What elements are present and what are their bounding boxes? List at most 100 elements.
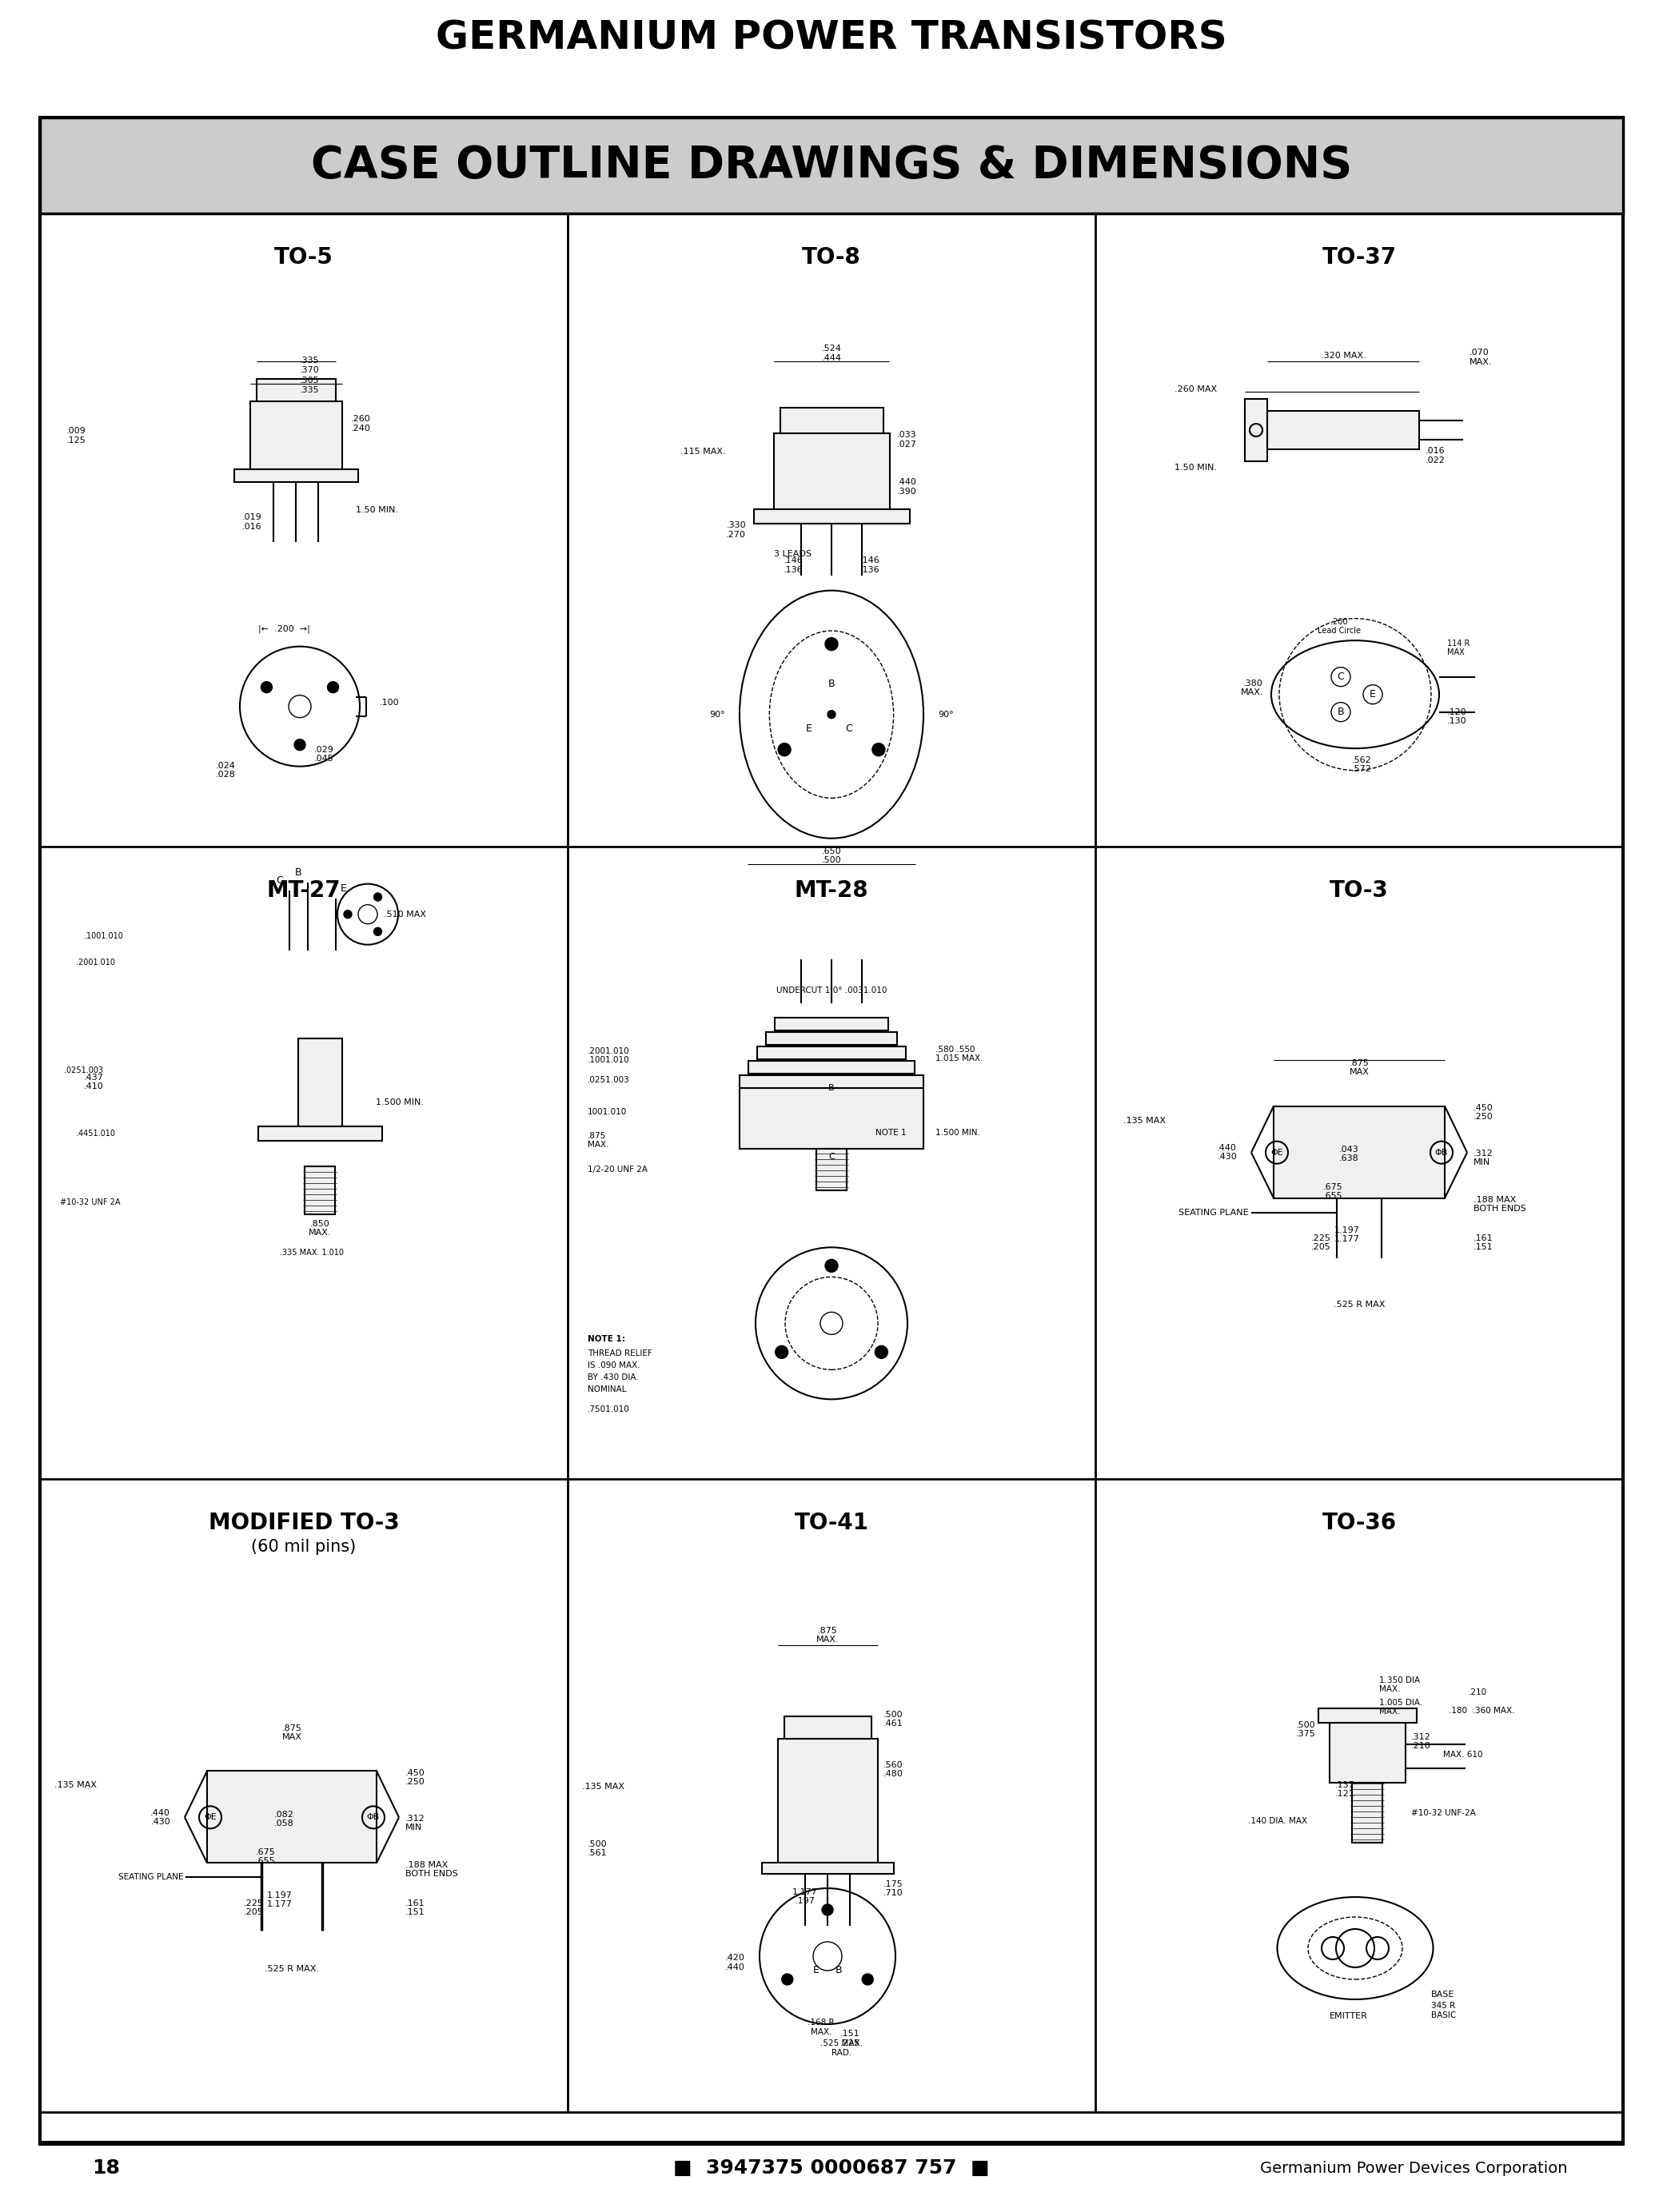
Text: CASE OUTLINE DRAWINGS & DIMENSIONS: CASE OUTLINE DRAWINGS & DIMENSIONS [311, 144, 1352, 188]
Text: .210: .210 [1468, 1688, 1487, 1697]
Text: NOTE 1: NOTE 1 [875, 1128, 906, 1137]
Bar [1330, 1723, 1405, 1783]
Text: .120
.130: .120 .130 [1447, 708, 1467, 726]
Text: 1/2-20 UNF 2A: 1/2-20 UNF 2A [587, 1166, 647, 1172]
Text: .305
.335: .305 .335 [299, 376, 319, 394]
Text: E: E [813, 1966, 820, 1975]
Text: 1.177
.197: 1.177 .197 [792, 1887, 818, 1905]
Bar [1246, 398, 1267, 462]
Text: .312
.210: .312 .210 [1412, 1732, 1430, 1750]
Bar [1352, 1783, 1382, 1843]
Text: .151
.225: .151 .225 [840, 2031, 860, 2046]
Text: E: E [1370, 690, 1375, 699]
Text: 1.005 DIA.
MAX.: 1.005 DIA. MAX. [1379, 1699, 1422, 1717]
Text: E: E [341, 883, 348, 894]
Bar [817, 1148, 846, 1190]
Text: THREAD RELIEF: THREAD RELIEF [587, 1349, 652, 1358]
Text: UNDERCUT 1.0° .0031.010: UNDERCUT 1.0° .0031.010 [777, 987, 886, 993]
Text: BASE: BASE [1432, 1991, 1455, 2000]
Text: .450
.250: .450 .250 [1473, 1104, 1493, 1121]
Text: ■  3947375 0000687 757  ■: ■ 3947375 0000687 757 ■ [674, 2159, 989, 2177]
Text: .146
.136: .146 .136 [783, 557, 803, 573]
Text: B: B [1337, 708, 1344, 717]
Text: 1.350 DIA
MAX.: 1.350 DIA MAX. [1379, 1677, 1420, 1692]
Text: .7501.010: .7501.010 [587, 1405, 630, 1413]
Text: .188 MAX
BOTH ENDS: .188 MAX BOTH ENDS [406, 1860, 457, 1878]
Text: 1.197
1.177: 1.197 1.177 [1334, 1225, 1360, 1243]
Text: .650
.500: .650 .500 [822, 847, 841, 865]
Text: .335
.370: .335 .370 [299, 356, 319, 374]
Text: .525 R MAX: .525 R MAX [1334, 1301, 1385, 1307]
Text: .524
.444: .524 .444 [822, 345, 841, 363]
Text: .500
.561: .500 .561 [587, 1840, 607, 1858]
Text: B: B [835, 1966, 841, 1975]
Text: .450
.250: .450 .250 [406, 1770, 426, 1785]
Bar [234, 469, 358, 482]
Text: .2001.010
.1001.010: .2001.010 .1001.010 [587, 1046, 630, 1064]
Text: #10-32 UNF 2A: #10-32 UNF 2A [60, 1199, 120, 1206]
Text: .312
MIN: .312 MIN [1473, 1150, 1493, 1166]
Text: .016
.022: .016 .022 [1425, 447, 1445, 465]
Text: 18: 18 [91, 2159, 120, 2177]
Text: .437
.410: .437 .410 [83, 1073, 103, 1091]
Text: .200
Lead Circle: .200 Lead Circle [1317, 617, 1360, 635]
Text: .330
.270: .330 .270 [727, 522, 747, 540]
Circle shape [825, 1259, 838, 1272]
Text: 1.50 MIN.: 1.50 MIN. [1174, 465, 1217, 471]
Bar [1267, 411, 1419, 449]
Text: TO-36: TO-36 [1322, 1513, 1397, 1535]
Bar [1274, 1106, 1445, 1199]
Text: .560
.480: .560 .480 [883, 1761, 903, 1778]
Bar [753, 509, 910, 524]
Text: 114 R
MAX: 114 R MAX [1447, 639, 1470, 657]
Circle shape [374, 894, 382, 900]
Text: NOMINAL: NOMINAL [587, 1385, 627, 1394]
Text: C: C [845, 723, 853, 734]
Text: MT-27: MT-27 [266, 878, 341, 902]
Text: IS .090 MAX.: IS .090 MAX. [587, 1363, 640, 1369]
Circle shape [778, 743, 792, 757]
Text: .180  .360 MAX.: .180 .360 MAX. [1448, 1708, 1515, 1714]
Text: .440
.390: .440 .390 [896, 478, 916, 495]
Text: .175
.710: .175 .710 [883, 1880, 903, 1898]
Text: .135 MAX: .135 MAX [582, 1783, 624, 1792]
Text: MODIFIED TO-3: MODIFIED TO-3 [208, 1513, 399, 1535]
Text: .029
.045: .029 .045 [314, 745, 334, 763]
Bar [780, 407, 883, 434]
Circle shape [828, 710, 835, 719]
Text: MT-28: MT-28 [795, 878, 868, 902]
Text: .100: .100 [379, 699, 399, 706]
Bar [767, 1031, 896, 1044]
Text: .043
.638: .043 .638 [1339, 1146, 1359, 1164]
Text: TO-41: TO-41 [795, 1513, 868, 1535]
Text: |←  .200  →|: |← .200 →| [258, 624, 309, 633]
Text: BY .430 DIA.: BY .430 DIA. [587, 1374, 639, 1382]
Circle shape [294, 739, 306, 750]
Text: B: B [828, 679, 835, 690]
Text: 1.50 MIN.: 1.50 MIN. [356, 507, 397, 513]
Bar [304, 1166, 334, 1214]
Text: NOTE 1:: NOTE 1: [587, 1336, 625, 1343]
Text: .320 MAX.: .320 MAX. [1320, 352, 1365, 361]
Text: .009
.125: .009 .125 [67, 427, 86, 445]
Text: .161
.151: .161 .151 [1473, 1234, 1493, 1252]
Circle shape [871, 743, 885, 757]
Text: .875
MAX.: .875 MAX. [587, 1133, 609, 1150]
Bar [757, 1046, 906, 1060]
Text: .510 MAX: .510 MAX [384, 911, 426, 918]
Text: TO-5: TO-5 [274, 246, 333, 268]
Circle shape [374, 927, 382, 936]
Text: ΦE: ΦE [1271, 1148, 1284, 1157]
Text: .562
.572: .562 .572 [1352, 757, 1372, 774]
Circle shape [775, 1345, 788, 1358]
Text: .850
MAX.: .850 MAX. [308, 1219, 331, 1237]
Text: .875
MAX.: .875 MAX. [817, 1626, 838, 1644]
Circle shape [825, 637, 838, 650]
Text: .260
.240: .260 .240 [351, 416, 371, 431]
Bar [740, 1075, 923, 1088]
Text: .500
.375: .500 .375 [1295, 1721, 1315, 1739]
Text: E: E [807, 723, 812, 734]
Bar [249, 400, 343, 469]
Text: TO-3: TO-3 [1330, 878, 1389, 902]
Text: TO-8: TO-8 [802, 246, 861, 268]
